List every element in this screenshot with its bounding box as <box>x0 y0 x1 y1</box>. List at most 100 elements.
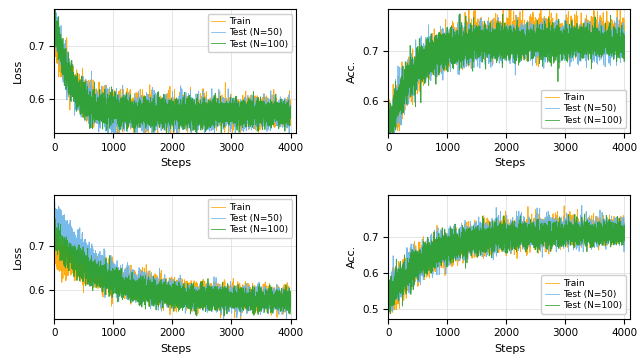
Train <box>222 292 230 296</box>
Test (N=50) <box>280 107 287 111</box>
Train <box>51 19 58 24</box>
Test (N=100) <box>152 279 159 283</box>
Train <box>280 286 287 291</box>
Test (N=100) <box>51 234 58 238</box>
Train <box>465 0 473 2</box>
Line: Train: Train <box>388 0 625 161</box>
Test (N=50) <box>484 19 492 23</box>
Line: Test (N=50): Test (N=50) <box>54 3 291 144</box>
Test (N=50) <box>287 300 294 304</box>
Y-axis label: Acc.: Acc. <box>347 59 356 82</box>
Test (N=50) <box>578 203 586 208</box>
Train <box>51 28 58 33</box>
Test (N=100) <box>486 229 493 233</box>
Test (N=100) <box>193 314 200 318</box>
Train <box>152 102 159 107</box>
Train <box>556 228 564 232</box>
Test (N=100) <box>51 216 59 221</box>
Train <box>486 53 493 57</box>
Line: Test (N=50): Test (N=50) <box>388 15 625 160</box>
Test (N=50) <box>614 228 621 232</box>
Test (N=50) <box>268 123 275 128</box>
X-axis label: Steps: Steps <box>160 158 191 168</box>
Train <box>150 109 157 114</box>
Train <box>237 316 244 321</box>
Line: Test (N=50): Test (N=50) <box>388 206 625 311</box>
Test (N=50) <box>486 47 493 51</box>
Test (N=100) <box>602 40 609 44</box>
Test (N=100) <box>150 109 157 113</box>
Test (N=50) <box>484 250 492 255</box>
Line: Train: Train <box>54 233 291 319</box>
Train <box>486 238 493 242</box>
Test (N=100) <box>222 100 230 105</box>
Test (N=100) <box>621 45 628 49</box>
Test (N=50) <box>497 226 504 230</box>
Line: Test (N=100): Test (N=100) <box>54 219 291 316</box>
Y-axis label: Loss: Loss <box>13 244 22 269</box>
Test (N=50) <box>385 130 392 134</box>
Train <box>170 134 178 138</box>
Test (N=50) <box>268 293 275 298</box>
Test (N=100) <box>280 289 287 294</box>
Test (N=100) <box>287 296 294 300</box>
Test (N=50) <box>287 110 294 114</box>
Train <box>484 50 492 54</box>
Test (N=100) <box>556 41 564 45</box>
Test (N=50) <box>150 110 157 114</box>
Train <box>497 237 504 241</box>
Test (N=50) <box>222 106 230 111</box>
Train <box>385 129 392 134</box>
Test (N=100) <box>51 4 58 9</box>
X-axis label: Steps: Steps <box>494 158 525 168</box>
Test (N=50) <box>486 230 493 234</box>
Train <box>621 229 628 233</box>
Test (N=100) <box>385 125 392 129</box>
Test (N=50) <box>385 158 392 162</box>
Test (N=50) <box>163 294 170 298</box>
Y-axis label: Acc.: Acc. <box>347 245 356 268</box>
Test (N=50) <box>104 142 111 147</box>
Test (N=100) <box>163 297 170 302</box>
Train <box>287 289 294 294</box>
Test (N=50) <box>497 33 504 38</box>
Line: Train: Train <box>54 22 291 136</box>
Train <box>497 37 504 41</box>
Train <box>51 230 59 235</box>
Train <box>602 239 609 243</box>
Test (N=100) <box>385 153 393 158</box>
Test (N=100) <box>484 242 492 247</box>
Line: Test (N=100): Test (N=100) <box>54 4 291 137</box>
Train <box>268 110 275 114</box>
Train <box>560 204 568 208</box>
Test (N=100) <box>268 300 275 304</box>
Test (N=100) <box>602 240 609 244</box>
Test (N=50) <box>454 13 462 17</box>
Legend: Train, Test (N=50), Test (N=100): Train, Test (N=50), Test (N=100) <box>541 275 626 314</box>
Train <box>280 120 287 124</box>
Test (N=50) <box>222 296 230 300</box>
Train <box>602 33 609 37</box>
Test (N=50) <box>150 286 157 291</box>
Test (N=100) <box>484 43 492 47</box>
Test (N=100) <box>280 119 287 123</box>
Train <box>614 232 621 236</box>
Test (N=100) <box>268 112 275 117</box>
Test (N=50) <box>152 289 159 293</box>
X-axis label: Steps: Steps <box>494 344 525 354</box>
Train <box>287 107 294 112</box>
Train <box>51 253 58 257</box>
Test (N=100) <box>222 300 230 305</box>
Train <box>385 312 392 316</box>
Test (N=100) <box>614 52 621 56</box>
Test (N=50) <box>385 309 392 313</box>
Test (N=50) <box>621 228 628 233</box>
Test (N=50) <box>556 227 564 231</box>
Y-axis label: Loss: Loss <box>13 59 22 83</box>
Legend: Train, Test (N=50), Test (N=100): Train, Test (N=50), Test (N=100) <box>541 90 626 128</box>
Test (N=50) <box>602 228 609 232</box>
Line: Test (N=50): Test (N=50) <box>54 201 291 324</box>
Test (N=100) <box>556 244 564 248</box>
Train <box>268 290 275 294</box>
Test (N=50) <box>51 4 58 9</box>
